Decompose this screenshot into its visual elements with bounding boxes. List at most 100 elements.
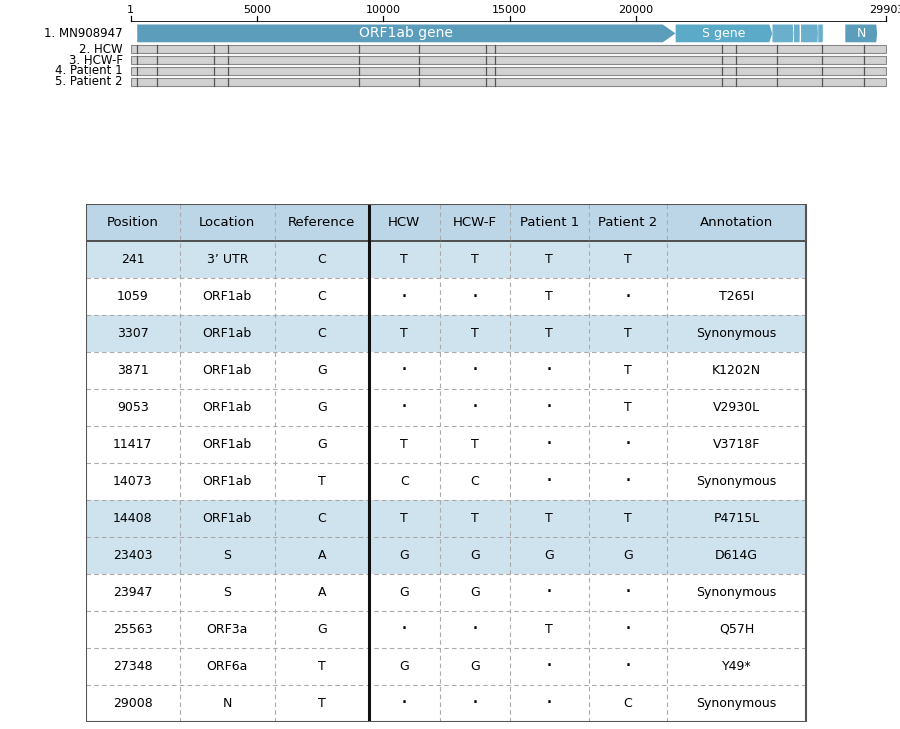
Text: 14408: 14408 <box>112 512 153 525</box>
Text: T: T <box>545 253 554 266</box>
Text: 1: 1 <box>127 5 134 15</box>
Text: T: T <box>545 623 554 636</box>
Text: T: T <box>624 327 632 340</box>
Bar <box>86 500 806 537</box>
Text: 29008: 29008 <box>112 697 153 710</box>
Bar <box>86 204 806 722</box>
Text: Patient 1: Patient 1 <box>519 216 579 229</box>
Text: ·: · <box>625 656 631 677</box>
FancyArrow shape <box>137 25 675 42</box>
Text: 23947: 23947 <box>113 586 152 599</box>
Text: ORF1ab: ORF1ab <box>202 364 252 377</box>
Text: Synonymous: Synonymous <box>697 475 777 488</box>
Text: HCW: HCW <box>388 216 420 229</box>
Text: ·: · <box>400 693 408 713</box>
Bar <box>86 426 806 463</box>
Text: G: G <box>317 401 327 414</box>
Bar <box>130 78 886 86</box>
Text: S: S <box>223 549 231 562</box>
Text: C: C <box>400 475 409 488</box>
Text: G: G <box>317 364 327 377</box>
Text: T: T <box>624 401 632 414</box>
Text: T: T <box>318 475 326 488</box>
Text: C: C <box>318 512 326 525</box>
Text: 25563: 25563 <box>112 623 153 636</box>
Text: T: T <box>545 512 554 525</box>
Text: 3871: 3871 <box>117 364 148 377</box>
Text: T: T <box>471 512 479 525</box>
FancyArrow shape <box>772 25 794 42</box>
Text: Synonymous: Synonymous <box>697 697 777 710</box>
Text: 27348: 27348 <box>112 660 153 673</box>
Text: ORF6a: ORF6a <box>207 660 248 673</box>
Text: T: T <box>400 438 409 451</box>
Text: 4. Patient 1: 4. Patient 1 <box>55 64 123 77</box>
Text: C: C <box>471 475 479 488</box>
Text: 241: 241 <box>121 253 145 266</box>
Text: 15000: 15000 <box>492 5 527 15</box>
Text: G: G <box>317 438 327 451</box>
Text: 2. HCW: 2. HCW <box>79 43 123 55</box>
Bar <box>86 315 806 352</box>
Text: T: T <box>318 697 326 710</box>
Text: V3718F: V3718F <box>713 438 760 451</box>
Text: N: N <box>857 27 866 40</box>
Text: ORF1ab: ORF1ab <box>202 438 252 451</box>
Text: 29903: 29903 <box>868 5 900 15</box>
Text: T: T <box>624 253 632 266</box>
Text: G: G <box>470 586 480 599</box>
Text: ·: · <box>545 656 553 677</box>
Text: ·: · <box>545 434 553 454</box>
Bar <box>86 389 806 426</box>
Text: 10000: 10000 <box>365 5 400 15</box>
Text: ORF1ab: ORF1ab <box>202 475 252 488</box>
Text: T: T <box>624 364 632 377</box>
Text: ·: · <box>625 472 631 491</box>
Text: A: A <box>318 549 326 562</box>
Text: 9053: 9053 <box>117 401 148 414</box>
Bar <box>86 463 806 500</box>
FancyArrow shape <box>845 25 877 42</box>
Text: Position: Position <box>107 216 158 229</box>
Text: 5. Patient 2: 5. Patient 2 <box>56 75 123 88</box>
Text: C: C <box>624 697 632 710</box>
FancyArrow shape <box>794 25 800 42</box>
Text: C: C <box>318 253 326 266</box>
FancyArrow shape <box>801 25 818 42</box>
Text: ·: · <box>625 619 631 639</box>
FancyArrow shape <box>818 25 823 42</box>
Text: T: T <box>318 660 326 673</box>
Text: T: T <box>471 327 479 340</box>
Text: ·: · <box>545 397 553 418</box>
Text: ·: · <box>400 360 408 381</box>
Text: T: T <box>400 253 409 266</box>
Text: C: C <box>318 327 326 340</box>
Text: ·: · <box>545 472 553 491</box>
Bar <box>130 67 886 75</box>
Text: Reference: Reference <box>288 216 356 229</box>
Text: ·: · <box>400 619 408 639</box>
Text: T: T <box>400 512 409 525</box>
Text: T: T <box>400 327 409 340</box>
Text: T: T <box>624 512 632 525</box>
Text: ORF1ab gene: ORF1ab gene <box>359 26 454 40</box>
Text: G: G <box>470 549 480 562</box>
Text: 1. MN908947: 1. MN908947 <box>44 27 123 40</box>
Text: ORF1ab: ORF1ab <box>202 512 252 525</box>
Text: T: T <box>471 253 479 266</box>
Text: 3. HCW-F: 3. HCW-F <box>69 53 123 66</box>
Text: 23403: 23403 <box>113 549 152 562</box>
Text: 11417: 11417 <box>113 438 152 451</box>
Bar <box>86 352 806 389</box>
Text: G: G <box>544 549 554 562</box>
FancyArrow shape <box>676 25 772 42</box>
Text: G: G <box>400 586 410 599</box>
Text: T265I: T265I <box>719 290 754 303</box>
Text: N: N <box>222 697 232 710</box>
Text: A: A <box>318 586 326 599</box>
Bar <box>86 278 806 315</box>
Text: S gene: S gene <box>702 27 745 40</box>
Text: K1202N: K1202N <box>712 364 761 377</box>
Text: ·: · <box>400 397 408 418</box>
Text: ·: · <box>545 693 553 713</box>
